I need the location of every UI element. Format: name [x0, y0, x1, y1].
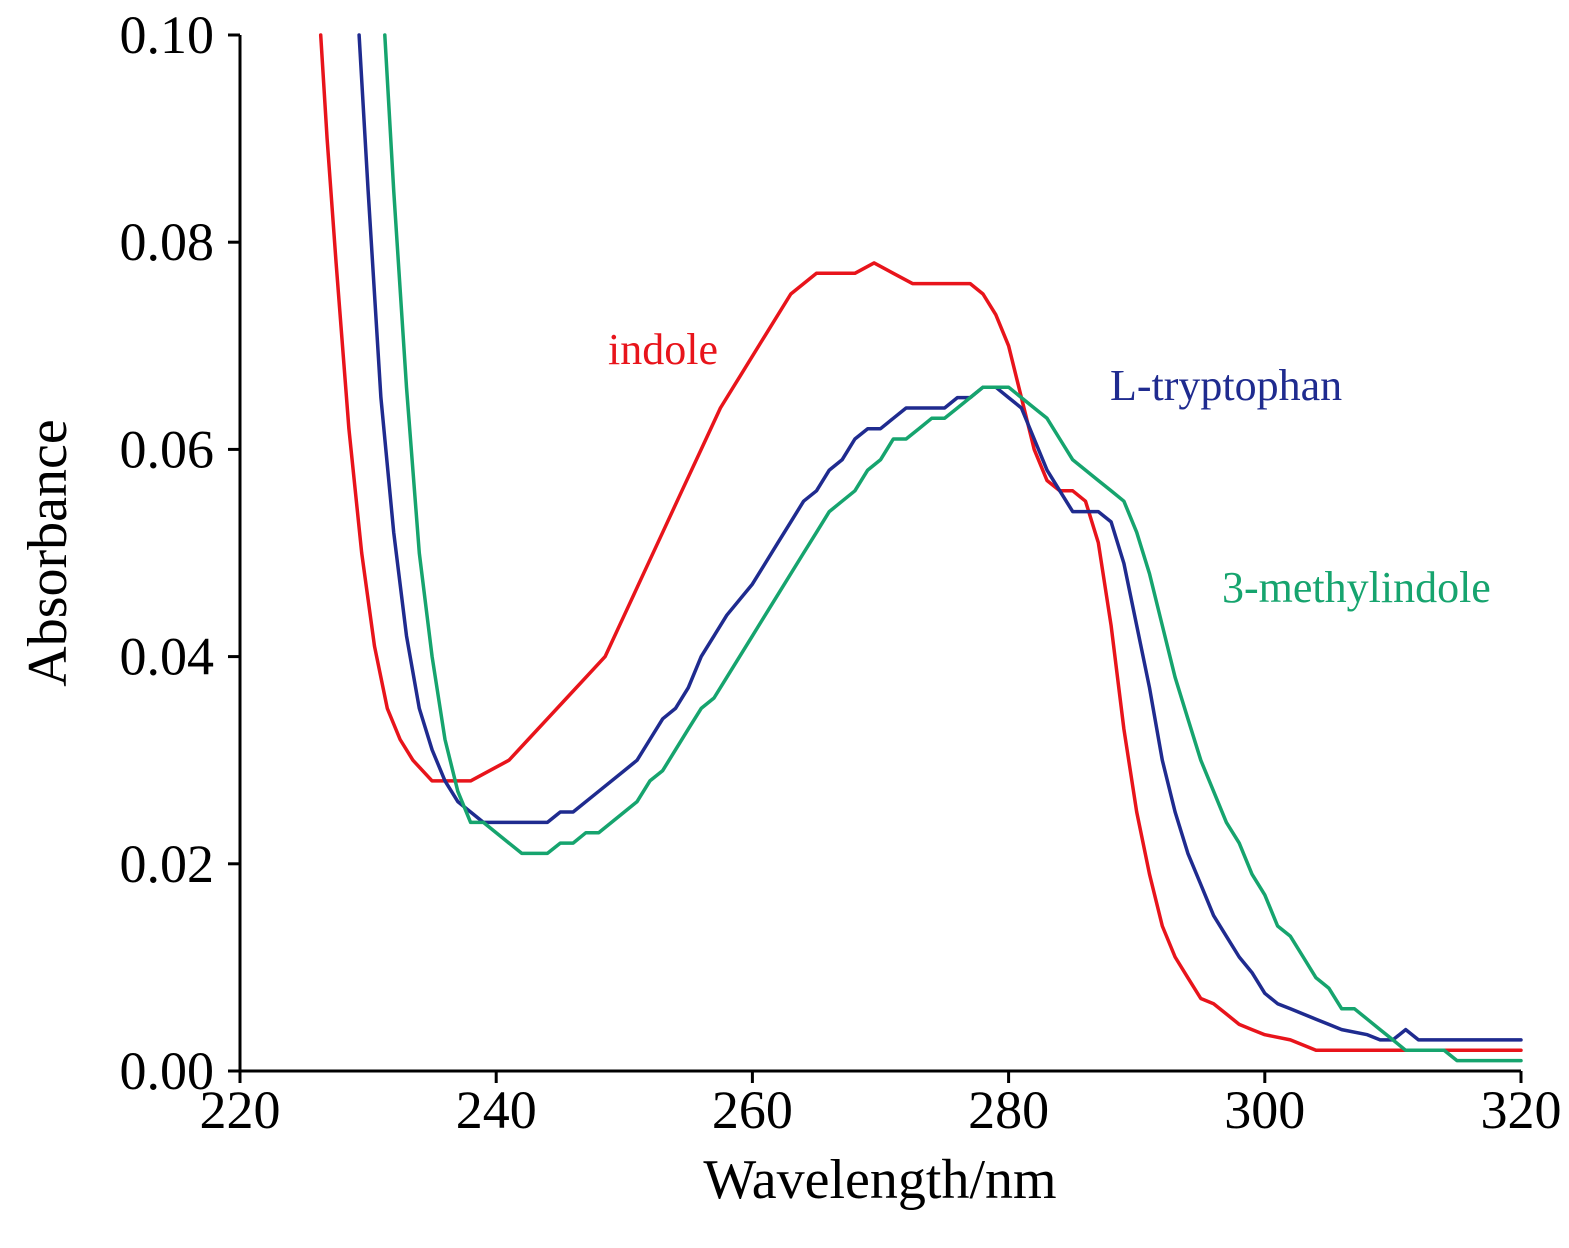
x-tick-label: 220: [200, 1080, 281, 1140]
x-tick-label: 280: [968, 1080, 1049, 1140]
series-label-indole: indole: [608, 325, 718, 374]
axes: [238, 35, 1521, 1073]
y-tick-label: 0.08: [120, 212, 215, 272]
x-axis-title: Wavelength/nm: [703, 1149, 1056, 1211]
series-group: [318, 33, 1523, 1063]
x-ticks: 220 240 260 280 300 320: [200, 1071, 1562, 1140]
y-ticks: 0.00 0.02 0.04 0.06 0.08 0.10: [120, 5, 240, 1101]
series-label-3-methylindole: 3-methylindole: [1222, 563, 1491, 612]
y-axis-title: Absorbance: [17, 419, 79, 686]
x-tick-label: 320: [1481, 1080, 1562, 1140]
y-tick-label: 0.04: [120, 627, 215, 687]
x-tick-label: 260: [712, 1080, 793, 1140]
x-tick-label: 240: [456, 1080, 537, 1140]
series-line-indole: [318, 33, 1523, 1053]
series-line-3-methylindole: [383, 33, 1523, 1063]
series-label-l-tryptophan: L-tryptophan: [1110, 361, 1342, 410]
series-line-l-tryptophan: [357, 33, 1523, 1042]
y-tick-label: 0.00: [120, 1041, 215, 1101]
x-tick-label: 300: [1224, 1080, 1305, 1140]
y-tick-label: 0.10: [120, 5, 215, 65]
series-labels: indole L-tryptophan 3-methylindole: [608, 325, 1491, 612]
y-tick-label: 0.02: [120, 834, 215, 894]
y-tick-label: 0.06: [120, 419, 215, 479]
